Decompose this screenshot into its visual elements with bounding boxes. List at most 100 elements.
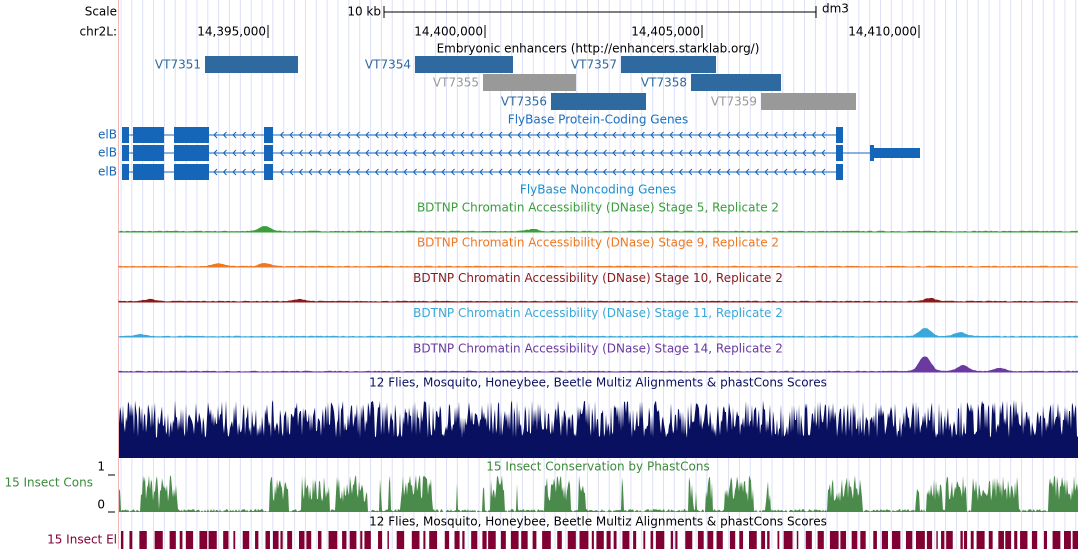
element [655, 531, 665, 549]
scale-bar [383, 6, 817, 18]
exon [870, 145, 874, 161]
strand-arrow [327, 149, 332, 157]
strand-arrow [754, 168, 759, 176]
element [622, 531, 630, 549]
strand-arrow [764, 131, 769, 139]
strand-arrow [773, 131, 778, 139]
strand-arrow [450, 131, 455, 139]
strand-arrow [232, 131, 237, 139]
strand-arrow [716, 168, 721, 176]
strand-arrow [488, 168, 493, 176]
element [208, 531, 217, 549]
gene-label: elB [98, 146, 117, 160]
strand-arrow [735, 149, 740, 157]
strand-arrow [754, 131, 759, 139]
element [905, 531, 913, 549]
strand-arrow [802, 131, 807, 139]
strand-arrow [602, 149, 607, 157]
strand-arrow [222, 168, 227, 176]
strand-arrow [469, 131, 474, 139]
strand-arrow [678, 168, 683, 176]
element [223, 531, 229, 549]
element [328, 531, 338, 549]
element [1031, 531, 1038, 549]
strand-arrow [384, 149, 389, 157]
strand-arrow [498, 131, 503, 139]
strand-arrow [279, 168, 284, 176]
enhancer-label: VT7351 [155, 58, 201, 72]
track-title: BDTNP Chromatin Accessibility (DNase) St… [417, 236, 779, 250]
strand-arrow [536, 131, 541, 139]
strand-arrow [612, 131, 617, 139]
strand-arrow [792, 168, 797, 176]
exon [133, 127, 164, 143]
strand-arrow [669, 168, 674, 176]
element [423, 531, 426, 549]
element [716, 531, 723, 549]
strand-arrow [574, 168, 579, 176]
strand-arrow [241, 131, 246, 139]
strand-arrow [441, 168, 446, 176]
strand-arrow [355, 131, 360, 139]
element [306, 531, 312, 549]
strand-arrow [764, 149, 769, 157]
strand-arrow [317, 149, 322, 157]
track-label: 15 Insect Cons [4, 476, 93, 490]
gene-label: elB [98, 128, 117, 142]
enhancer [691, 74, 781, 91]
element [748, 531, 757, 549]
gene-label: elB [98, 165, 117, 179]
element [697, 531, 704, 549]
strand-arrow [460, 149, 465, 157]
strand-arrow [251, 168, 256, 176]
element [936, 531, 938, 549]
strand-arrow [536, 168, 541, 176]
exon [264, 164, 273, 180]
strand-arrow [564, 131, 569, 139]
track-title: FlyBase Noncoding Genes [520, 183, 676, 197]
track-title: Embryonic enhancers (http://enhancers.st… [437, 42, 760, 56]
strand-arrow [460, 131, 465, 139]
strand-arrow [469, 168, 474, 176]
strand-arrow [222, 131, 227, 139]
strand-arrow [745, 168, 750, 176]
element [729, 531, 736, 549]
element [633, 531, 637, 549]
element [1072, 531, 1078, 549]
strand-arrow [279, 131, 284, 139]
strand-arrow [821, 131, 826, 139]
element [454, 531, 460, 549]
element [179, 531, 183, 549]
element [960, 531, 963, 549]
enhancer-label: VT7358 [641, 76, 687, 90]
element [892, 531, 901, 549]
strand-arrow [716, 149, 721, 157]
enhancer-label: VT7355 [433, 76, 479, 90]
strand-arrow [783, 168, 788, 176]
exon [836, 127, 843, 143]
strand-arrow [412, 168, 417, 176]
element [685, 531, 693, 549]
strand-arrow [384, 168, 389, 176]
strand-arrow [821, 149, 826, 157]
strand-arrow [336, 149, 341, 157]
strand-arrow [251, 149, 256, 157]
element [287, 531, 293, 549]
exon [174, 145, 209, 161]
strand-arrow [213, 149, 218, 157]
strand-arrow [602, 168, 607, 176]
element [521, 531, 528, 549]
strand-arrow [811, 131, 816, 139]
strand-arrow [659, 168, 664, 176]
exon [122, 164, 129, 180]
strand-arrow [346, 131, 351, 139]
element [840, 531, 847, 549]
strand-arrow [422, 149, 427, 157]
strand-arrow [792, 149, 797, 157]
axis-min: 0 [97, 498, 105, 512]
strand-arrow [726, 131, 731, 139]
strand-arrow [213, 131, 218, 139]
strand-arrow [574, 149, 579, 157]
track-title: FlyBase Protein-Coding Genes [508, 113, 688, 127]
